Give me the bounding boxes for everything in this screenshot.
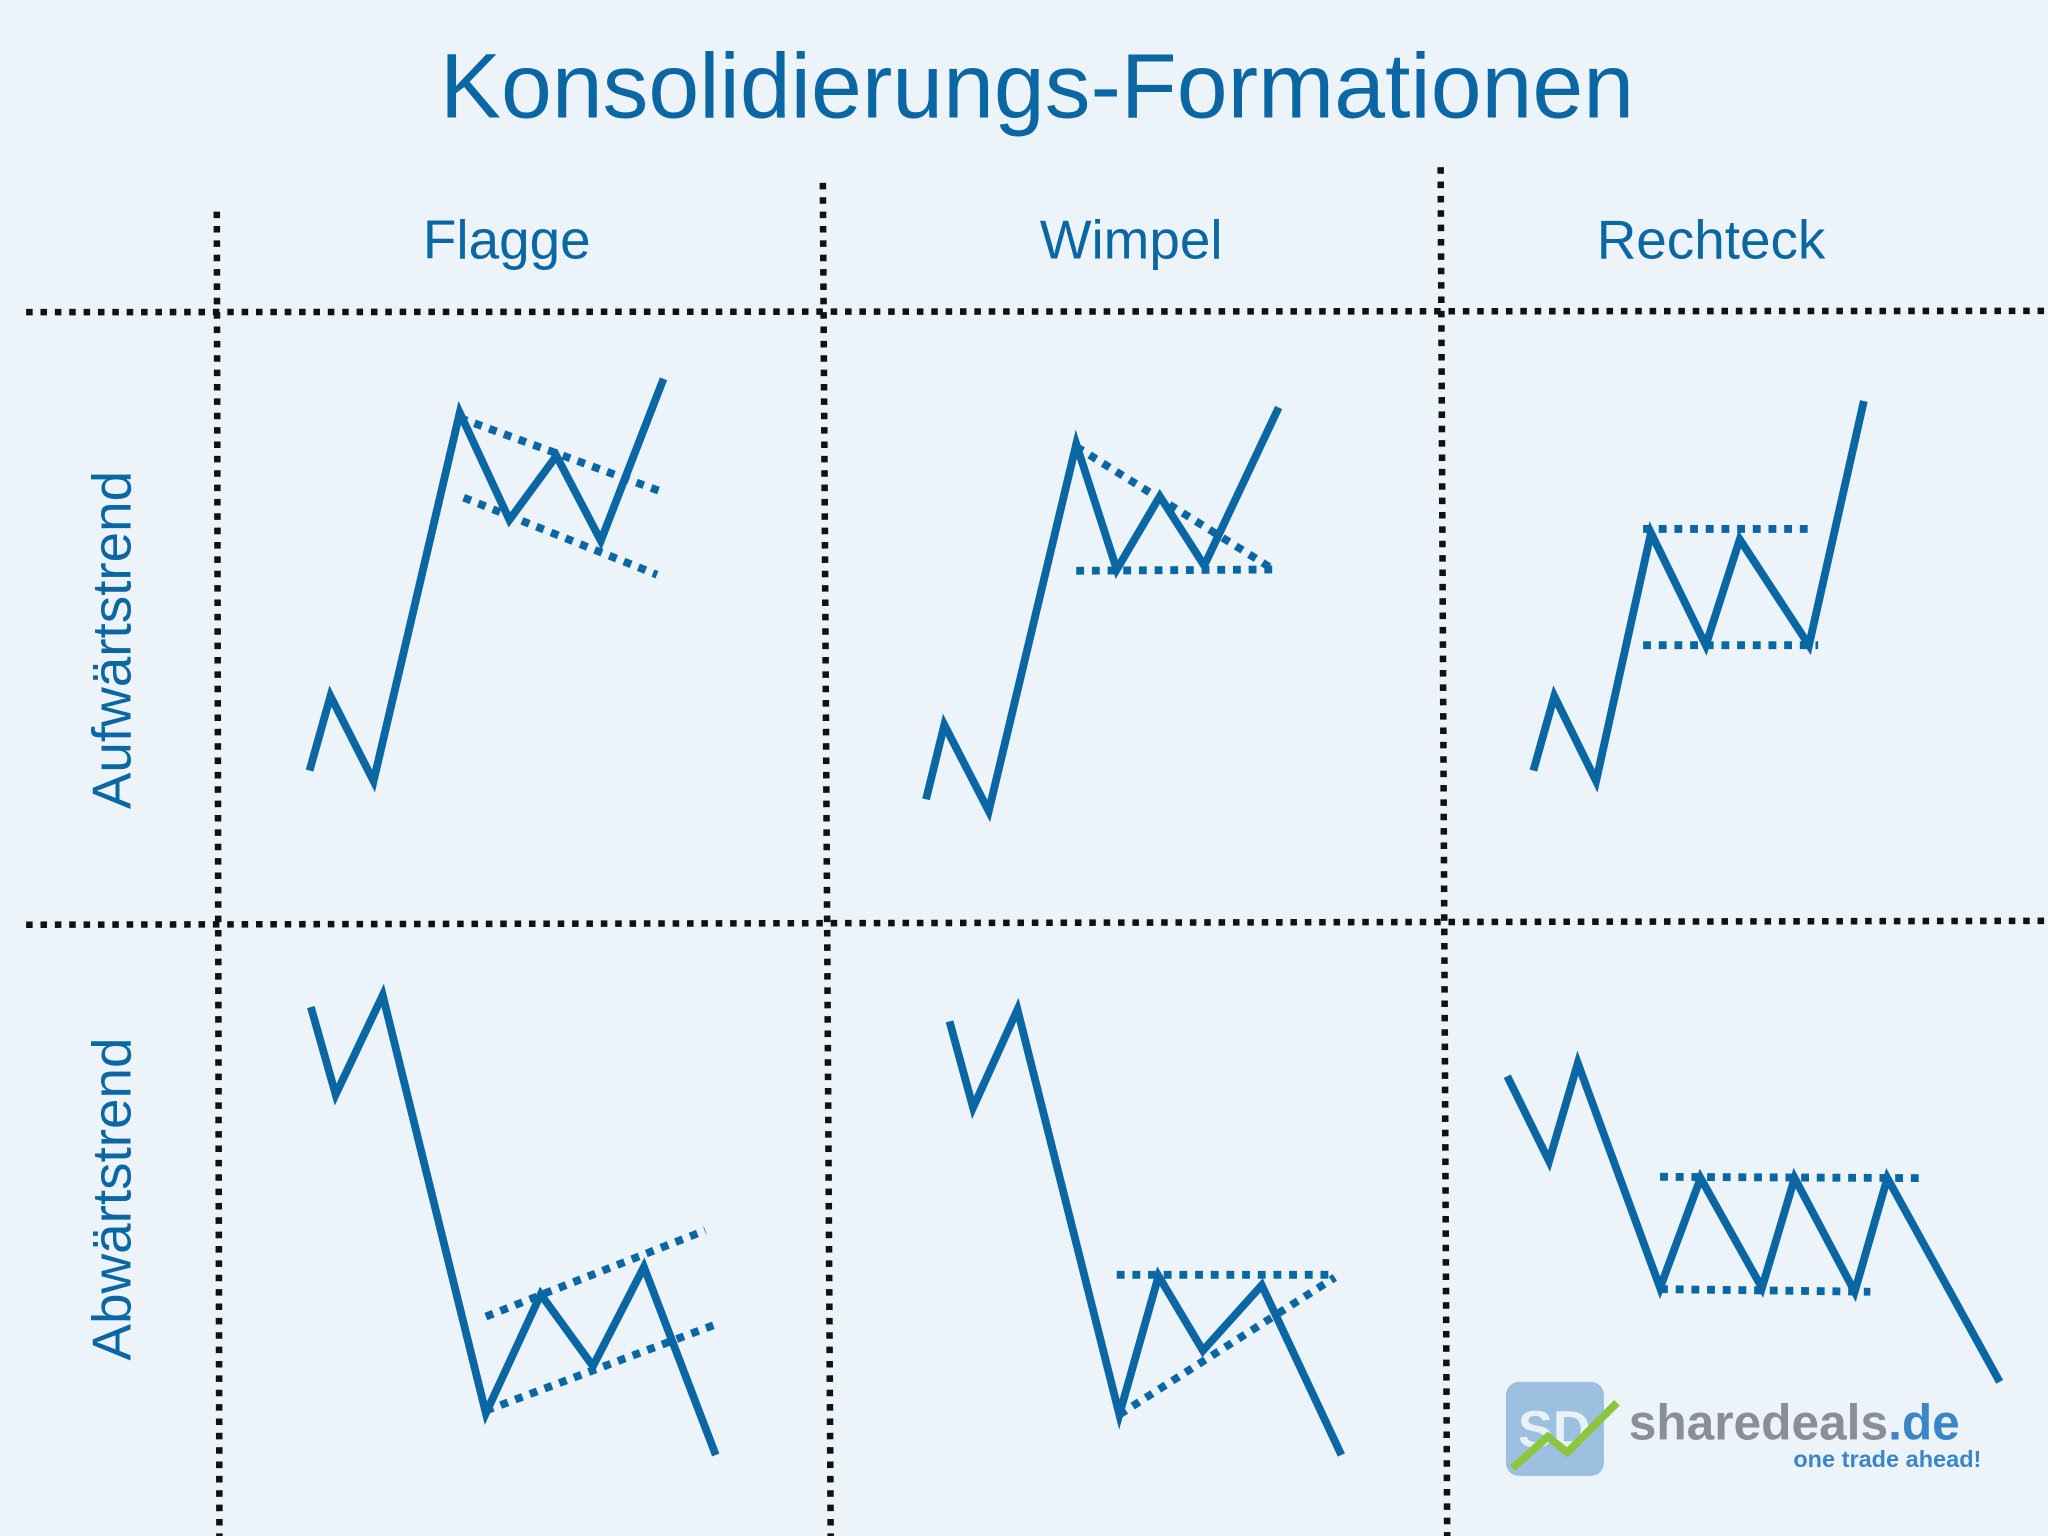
row-header: Abwärtstrend [81,1037,143,1360]
row-header: Aufwärtstrend [81,471,143,809]
boundary-line [1076,565,1274,575]
logo-tld: .de [1888,1394,1960,1450]
trend-line [922,405,1283,823]
trend-line [1503,1050,2004,1384]
trend-line [945,997,1345,1457]
pattern-pennant-down [945,997,1345,1457]
logo-text: sharedeals.de [1629,1394,1960,1450]
grid-line [213,211,223,1536]
boundary-line [484,1320,718,1415]
trend-line [307,983,720,1457]
boundary-line [458,414,665,497]
logo-tagline: one trade ahead! [1793,1446,1981,1472]
grid-line [1437,167,1451,1536]
grid-line [26,307,2048,316]
grid-line [819,182,834,1536]
boundary-line [1074,443,1276,573]
trend-line [1529,400,1868,793]
logo: SD sharedeals.de one trade ahead! [1505,1381,1981,1476]
boundary-line [1117,1274,1337,1418]
pattern-pennant-up [922,405,1283,823]
grid [26,167,2048,1536]
pattern-rectangle-down [1503,1050,2004,1384]
trend-line [305,377,668,793]
column-header: Rechteck [1597,209,1826,271]
boundary-line [1660,1285,1871,1296]
logo-name: sharedeals [1629,1394,1888,1450]
pattern-flag-up [305,377,668,793]
grid-line [26,917,2048,928]
logo-arrow [1509,1400,1620,1472]
title: Konsolidierungs-Formationen [440,36,1634,138]
boundary-line [1660,1172,1921,1183]
column-header: Wimpel [1040,209,1223,271]
column-header: Flagge [423,209,591,271]
boundary-line [462,493,659,579]
pattern-flag-down [307,983,720,1457]
pattern-rectangle-up [1529,400,1868,793]
